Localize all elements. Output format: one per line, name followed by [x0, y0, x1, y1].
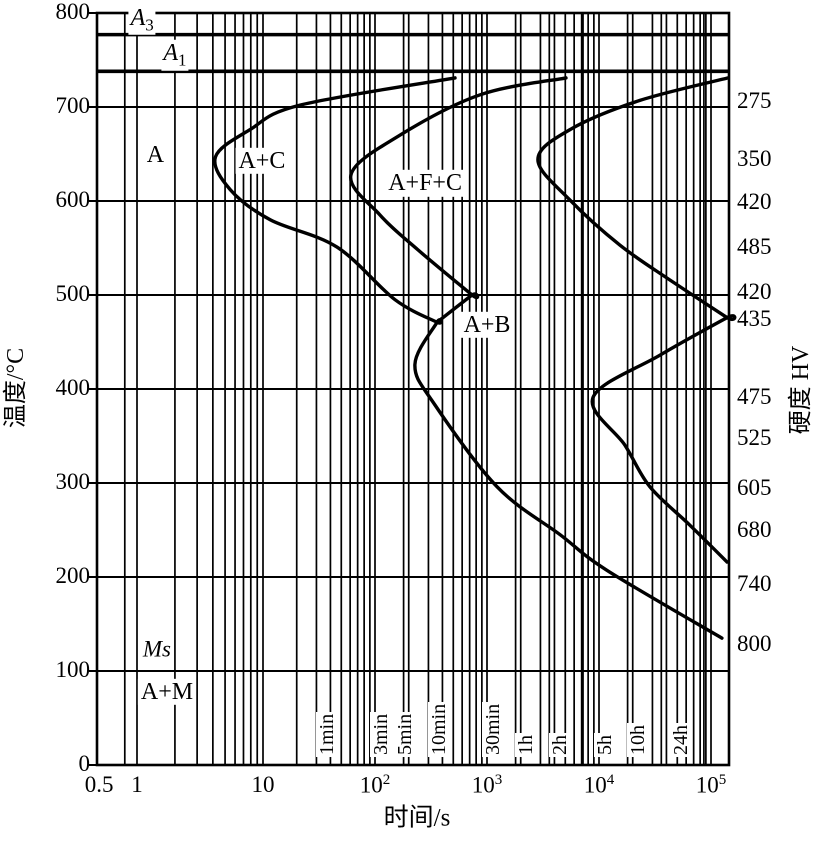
y-tick-label: 600	[55, 187, 91, 212]
time-marker-24h: 24h	[669, 723, 692, 757]
hardness-label: 420	[737, 188, 772, 214]
reference-label-A3: A3	[128, 4, 156, 35]
y-tick-label: 200	[55, 563, 91, 588]
x-tick-label: 1	[131, 772, 143, 797]
y-tick-label: 300	[55, 469, 91, 494]
x-tick-label: 102	[359, 772, 391, 798]
hardness-label: 420	[737, 279, 772, 305]
time-marker-10h: 10h	[627, 723, 650, 757]
y-tick-label: 400	[55, 375, 91, 400]
hardness-label: 350	[737, 145, 772, 171]
hardness-label: 475	[737, 383, 772, 409]
curve-transformation-start	[213, 76, 724, 640]
hardness-label: 800	[737, 630, 772, 656]
x-tick-label: 0.5	[84, 772, 114, 797]
hardness-label: 435	[737, 306, 772, 332]
y-axis-title-left: 温度/°C	[2, 347, 29, 429]
phase-label-a-f-c: A+F+C	[385, 169, 465, 197]
y-tick-label: 700	[55, 93, 91, 118]
phase-label-a-m: A+M	[137, 678, 197, 705]
time-marker-10min: 10min	[428, 701, 451, 757]
time-marker-30min: 30min	[481, 701, 504, 757]
time-marker-2h: 2h	[549, 733, 572, 757]
plot-border	[95, 11, 731, 767]
x-axis-title: 时间/s	[383, 804, 451, 832]
curve-transformation-finish	[536, 76, 737, 564]
x-tick-label: 104	[583, 772, 615, 798]
phase-label-a: A	[143, 141, 168, 169]
time-marker-1h: 1h	[515, 733, 538, 757]
curve-transformation-mid	[349, 76, 568, 324]
ms-label: Ms	[140, 636, 174, 663]
hardness-label: 740	[737, 570, 772, 596]
x-tick-label: 105	[695, 772, 727, 798]
y-axis-title-right: 硬度 HV	[787, 345, 814, 435]
time-marker-5min: 5min	[394, 711, 417, 757]
x-tick-label: 10	[251, 772, 275, 797]
hardness-label: 605	[737, 474, 772, 500]
hardness-label: 485	[737, 234, 772, 260]
time-marker-5h: 5h	[593, 733, 616, 757]
hardness-label: 525	[737, 424, 772, 450]
y-tick-label: 800	[55, 0, 91, 24]
y-tick-label: 0	[78, 751, 91, 776]
y-tick-label: 100	[55, 657, 91, 682]
time-marker-1min: 1min	[316, 711, 339, 757]
phase-label-a-b: A+B	[460, 311, 514, 339]
time-marker-3min: 3min	[369, 711, 392, 757]
x-tick-label: 103	[471, 772, 503, 798]
hardness-label: 275	[737, 88, 772, 114]
y-tick-label: 500	[55, 281, 91, 306]
hardness-label: 680	[737, 517, 772, 542]
phase-label-a-c: A+C	[235, 147, 289, 174]
reference-label-A1: A1	[161, 40, 189, 71]
